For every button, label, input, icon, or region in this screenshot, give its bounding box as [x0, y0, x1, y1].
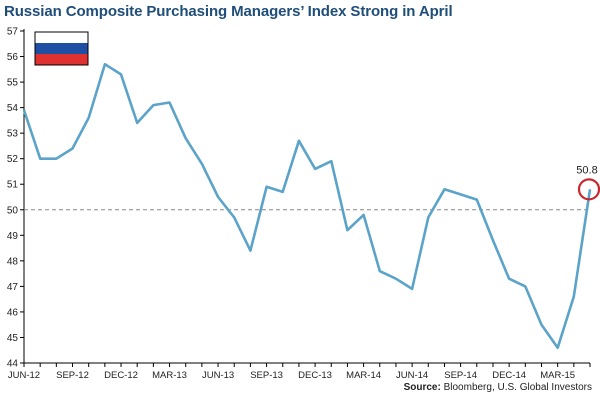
series-line-russia-pmi: [22, 62, 592, 349]
x-tick-label: MAR-15: [540, 370, 575, 381]
y-tick-label: 46: [7, 307, 19, 318]
x-tick-label: DEC-13: [298, 370, 332, 381]
x-tick-label: JUN-14: [396, 370, 428, 381]
x-tick-label: MAR-14: [346, 370, 381, 381]
y-tick-label: 51: [7, 180, 19, 191]
y-tick-label: 48: [7, 256, 19, 267]
y-tick-label: 45: [7, 333, 19, 344]
chart-title: Russian Composite Purchasing Managers’ I…: [4, 3, 453, 20]
x-tick-label: JUN-13: [202, 370, 234, 381]
highlight-circle: [577, 178, 600, 201]
y-tick-label: 55: [7, 78, 19, 89]
y-tick-label: 53: [7, 129, 19, 140]
flag-stripe: [35, 43, 88, 54]
source-note: Source: Bloomberg, U.S. Global Investors: [404, 382, 592, 393]
source-label: Source:: [403, 382, 441, 393]
x-tick-label: JUN-12: [8, 370, 40, 381]
y-tick-label: 56: [7, 52, 19, 63]
y-tick-label: 47: [7, 282, 19, 293]
x-axis-ticks: JUN-12 SEP-12 DEC-12 MAR-13 JUN-13 SEP-13 DEC-…: [8, 363, 591, 381]
y-tick-label: 54: [7, 103, 19, 114]
y-tick-label: 44: [7, 359, 19, 370]
x-tick-label: SEP-12: [56, 370, 89, 381]
flag-stripe: [35, 32, 88, 43]
x-tick-label: DEC-12: [104, 370, 138, 381]
russian-flag-icon: [34, 31, 89, 66]
y-tick-label: 49: [7, 231, 19, 242]
x-tick-label: SEP-13: [250, 370, 283, 381]
x-tick-label: DEC-14: [492, 370, 526, 381]
source-text: Bloomberg, U.S. Global Investors: [443, 382, 592, 393]
data-label-latest: 50.8: [576, 164, 597, 176]
y-axis-ticks: 44 45 46 47 48 49 50 51 52 53 54 55 56 57: [7, 27, 24, 370]
y-tick-label: 50: [7, 205, 19, 216]
flag-stripe: [35, 54, 88, 65]
flag-border: [34, 31, 89, 66]
x-tick-label: SEP-14: [444, 370, 477, 381]
y-tick-label: 52: [7, 154, 19, 165]
y-tick-label: 57: [7, 27, 19, 38]
x-tick-label: MAR-13: [152, 370, 187, 381]
